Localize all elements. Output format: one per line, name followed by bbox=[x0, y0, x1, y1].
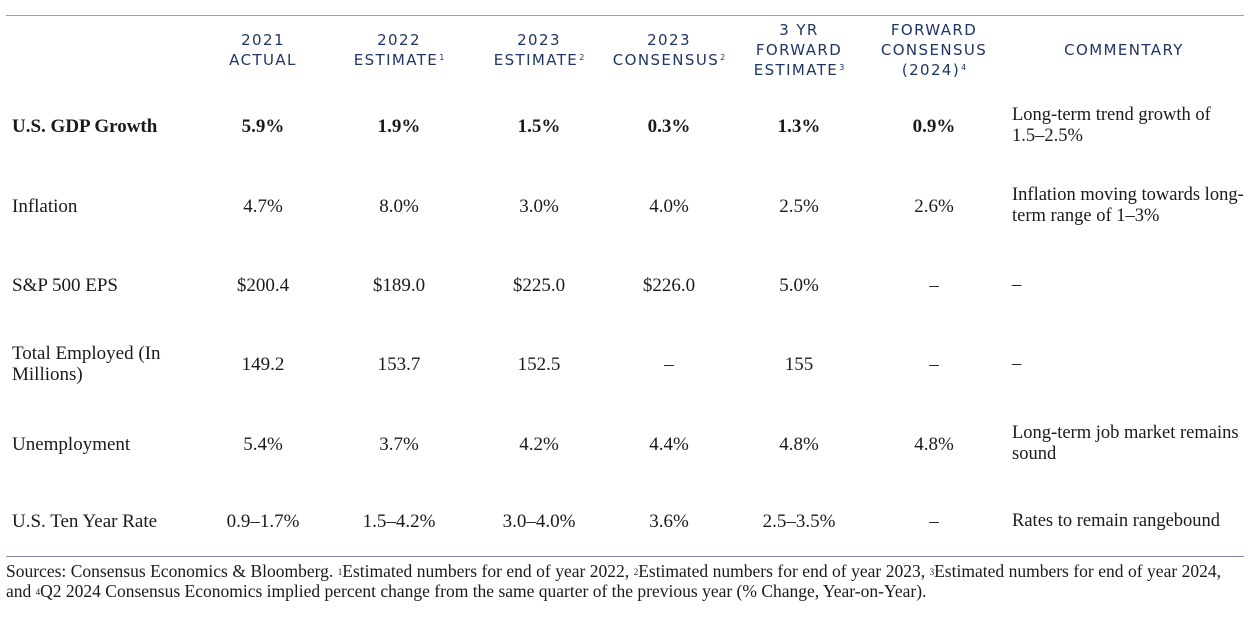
table-cell: 4.0% bbox=[649, 195, 689, 217]
header-text: (2024) bbox=[901, 61, 961, 79]
row-commentary: Long-term job market remains sound bbox=[1012, 423, 1239, 464]
header-text: ESTIMATE bbox=[353, 51, 439, 69]
table-cell: 4.8% bbox=[779, 433, 819, 455]
table-cell: $200.4 bbox=[236, 274, 290, 296]
table-cell: 1.3% bbox=[777, 115, 821, 137]
table-cell: $225.0 bbox=[512, 274, 566, 296]
row-label: U.S. Ten Year Rate bbox=[12, 510, 158, 532]
footnote-marker: 4 bbox=[35, 587, 41, 597]
table-cell: 2.6% bbox=[914, 195, 954, 217]
header-line: 3 YR bbox=[779, 21, 819, 39]
table-row: S&P 500 EPS $200.4 $189.0 $225.0 $226.0 5.0% –… bbox=[6, 255, 1244, 315]
row-commentary: Rates to remain rangebound bbox=[1012, 510, 1221, 531]
table-cell: 5.0% bbox=[779, 274, 819, 296]
footnote-marker: 4 bbox=[961, 63, 967, 72]
table-cell: 4.2% bbox=[519, 433, 559, 455]
table-row: U.S. GDP Growth 5.9% 1.9% 1.5% 0.3% 1.3% 0.9% L… bbox=[6, 96, 1244, 156]
row-label: Total Employed (In Millions) bbox=[12, 343, 161, 385]
table-cell: 0.9–1.7% bbox=[226, 510, 300, 532]
header-line: FORWARD bbox=[890, 21, 978, 39]
table-cell: 1.5% bbox=[517, 115, 561, 137]
header-text: ESTIMATE bbox=[753, 61, 839, 79]
table-cell: 4.4% bbox=[649, 433, 689, 455]
header-col-forward-consensus-2024: FORWARD CONSENSUS (2024)4 bbox=[864, 18, 1004, 82]
header-line: CONSENSUS2 bbox=[613, 50, 725, 70]
table-cell: 2.5–3.5% bbox=[762, 510, 836, 532]
table-cell: 3.0% bbox=[519, 195, 559, 217]
table-cell: – bbox=[664, 353, 674, 375]
table-cell: 3.6% bbox=[649, 510, 689, 532]
footnote-marker: 2 bbox=[633, 567, 639, 577]
row-label: Unemployment bbox=[12, 433, 131, 455]
bottom-divider bbox=[6, 556, 1244, 557]
footnote-text: Estimated numbers for end of year 2023, bbox=[638, 561, 926, 581]
table-row: Inflation 4.7% 8.0% 3.0% 4.0% 2.5% 2.6% Inflati… bbox=[6, 176, 1244, 236]
row-label: Inflation bbox=[12, 195, 78, 217]
footnote-marker: 1 bbox=[439, 53, 445, 62]
table-cell: 152.5 bbox=[517, 353, 561, 375]
table-cell: 4.8% bbox=[914, 433, 954, 455]
header-col-2021-actual: 2021 ACTUAL bbox=[202, 18, 324, 82]
footnote-text: Estimated numbers for end of year 2024, … bbox=[6, 561, 1222, 601]
row-label: S&P 500 EPS bbox=[12, 274, 118, 296]
table-cell: – bbox=[929, 510, 939, 532]
header-line: ACTUAL bbox=[229, 51, 297, 69]
header-col-commentary: COMMENTARY bbox=[1004, 18, 1244, 82]
table-cell: 0.3% bbox=[647, 115, 691, 137]
footnote-marker: 3 bbox=[839, 63, 845, 72]
table-cell: 8.0% bbox=[379, 195, 419, 217]
header-line: 2023 bbox=[647, 31, 691, 49]
footnote-marker: 2 bbox=[579, 53, 585, 62]
table-row: Total Employed (In Millions) 149.2 153.7 15… bbox=[6, 334, 1244, 394]
footnote-text: Q2 2024 Consensus Economics implied perc… bbox=[40, 581, 927, 601]
header-line: ESTIMATE1 bbox=[354, 50, 445, 70]
header-line: 2021 bbox=[241, 31, 285, 49]
header-line: CONSENSUS bbox=[880, 41, 988, 59]
header-col-2022-estimate: 2022 ESTIMATE1 bbox=[324, 18, 474, 82]
table-cell: 149.2 bbox=[241, 353, 285, 375]
table-cell: 1.5–4.2% bbox=[362, 510, 436, 532]
header-text: ESTIMATE bbox=[493, 51, 579, 69]
table-cell: – bbox=[929, 274, 939, 296]
header-line: ESTIMATE3 bbox=[754, 60, 845, 80]
table-row: U.S. Ten Year Rate 0.9–1.7% 1.5–4.2% 3.0–4.… bbox=[6, 491, 1244, 551]
table-cell: 3.0–4.0% bbox=[502, 510, 576, 532]
table-cell: 153.7 bbox=[377, 353, 421, 375]
header-line: COMMENTARY bbox=[1064, 41, 1184, 59]
header-line: 2023 bbox=[517, 31, 561, 49]
header-col-2023-estimate: 2023 ESTIMATE2 bbox=[474, 18, 604, 82]
table-cell: 5.9% bbox=[241, 115, 285, 137]
table-cell: – bbox=[929, 353, 939, 375]
header-line: (2024)4 bbox=[902, 60, 966, 80]
footnote-lead: Sources: Consensus Economics & Bloomberg… bbox=[6, 561, 334, 581]
footnote-text: Estimated numbers for end of year 2022, bbox=[342, 561, 630, 581]
sources-footnote: Sources: Consensus Economics & Bloomberg… bbox=[6, 561, 1221, 601]
table-cell: 0.9% bbox=[912, 115, 956, 137]
header-col-3yr-forward-estimate: 3 YR FORWARD ESTIMATE3 bbox=[734, 18, 864, 82]
header-col-2023-consensus: 2023 CONSENSUS2 bbox=[604, 18, 734, 82]
row-commentary: Inflation moving towards long-term range… bbox=[1012, 185, 1244, 226]
row-label: U.S. GDP Growth bbox=[12, 115, 158, 137]
table-cell: $189.0 bbox=[372, 274, 426, 296]
table-cell: 3.7% bbox=[379, 433, 419, 455]
table-row: Unemployment 5.4% 3.7% 4.2% 4.4% 4.8% 4.8% Long… bbox=[6, 414, 1244, 474]
row-commentary: – bbox=[1012, 274, 1022, 295]
table-cell: 1.9% bbox=[377, 115, 421, 137]
top-divider bbox=[6, 15, 1244, 16]
table-cell: $226.0 bbox=[642, 274, 696, 296]
row-commentary: – bbox=[1012, 353, 1022, 374]
table-cell: 5.4% bbox=[243, 433, 283, 455]
table-cell: 4.7% bbox=[243, 195, 283, 217]
table-header: 2021 ACTUAL 2022 ESTIMATE1 2023 ESTIMATE2 2023… bbox=[6, 18, 1244, 82]
footnote-marker: 2 bbox=[720, 53, 726, 62]
header-line: ESTIMATE2 bbox=[494, 50, 585, 70]
header-line: 2022 bbox=[377, 31, 421, 49]
table-cell: 2.5% bbox=[779, 195, 819, 217]
footnote-marker: 1 bbox=[337, 567, 343, 577]
footnote-marker: 3 bbox=[929, 567, 935, 577]
header-line: FORWARD bbox=[755, 41, 843, 59]
row-commentary: Long-term trend growth of 1.5–2.5% bbox=[1012, 105, 1211, 146]
header-text: CONSENSUS bbox=[612, 51, 720, 69]
table-cell: 155 bbox=[784, 353, 814, 375]
